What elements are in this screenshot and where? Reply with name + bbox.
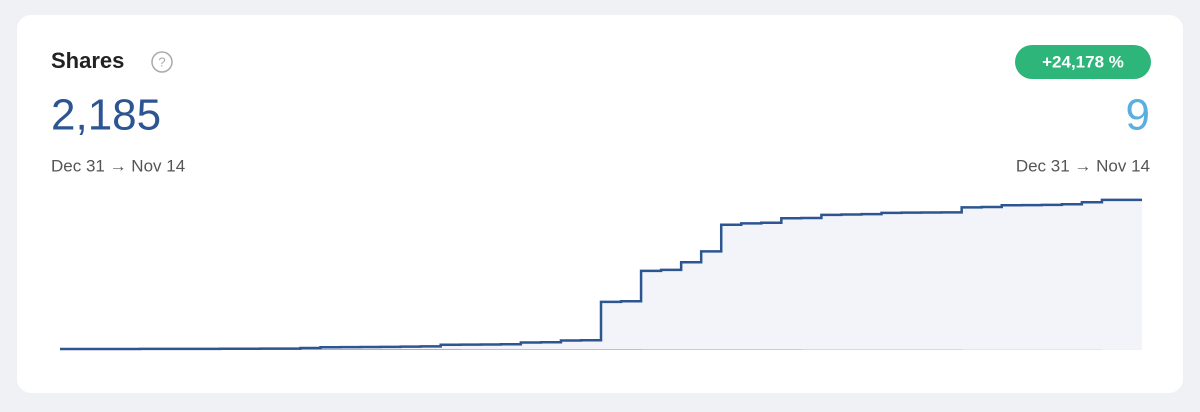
change-badge: [1015, 45, 1151, 79]
area: [60, 199, 1142, 349]
comparison-value: 9: [1126, 91, 1150, 140]
help-icon[interactable]: ?: [151, 51, 173, 73]
help-circle[interactable]: [151, 51, 173, 73]
help-mark[interactable]: ?: [158, 54, 165, 69]
card-title: Shares: [51, 48, 124, 73]
period: Dec 31 → Nov 14: [51, 156, 185, 175]
line: [60, 198, 1142, 351]
comparison-period: Dec 31 → Nov 14: [1016, 156, 1150, 175]
total-value: 2,185: [51, 91, 161, 140]
change-label: +24,178 %: [1042, 52, 1124, 71]
